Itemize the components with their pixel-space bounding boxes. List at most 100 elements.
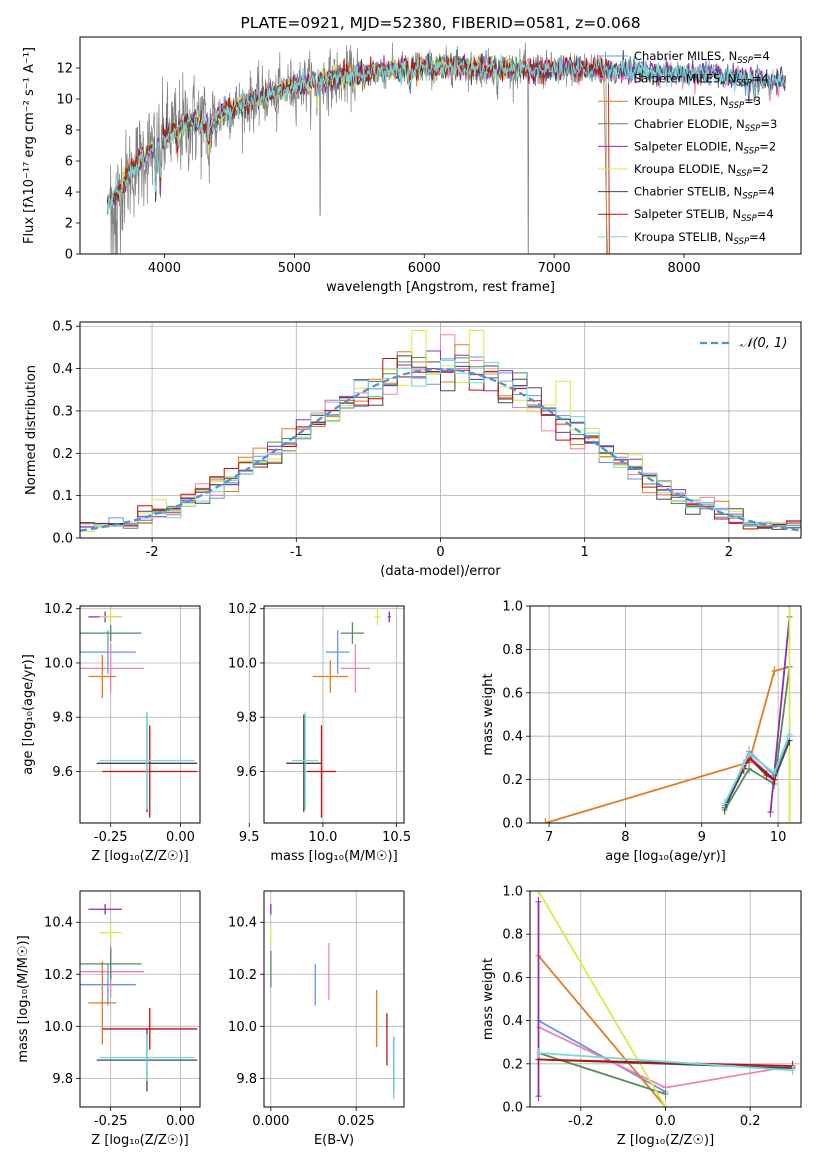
- histogram-chabrier-stelib: [80, 355, 801, 530]
- x-tick-label: 5000: [278, 261, 311, 276]
- errorbar-chabrier-miles: [325, 630, 350, 674]
- y-tick-label: 1.0: [502, 885, 523, 900]
- y-tick-label: 2: [65, 217, 73, 232]
- x-axis-label: Z [log₁₀(Z/Z☉)]: [617, 1133, 714, 1148]
- x-tick-label: -0.25: [94, 1114, 128, 1129]
- legend-label: 𝒩(0, 1): [740, 336, 787, 351]
- errorbar-chabrier-miles: [80, 630, 136, 674]
- y-tick-label: 0.0: [502, 817, 523, 832]
- x-tick-label: -1: [290, 545, 303, 560]
- errorbar-kroupa-elodie: [374, 608, 381, 625]
- y-tick-label: 10.0: [228, 1020, 257, 1035]
- x-tick-label: 2: [725, 545, 733, 560]
- mass-weight-vs-age-frame: [529, 605, 802, 824]
- errorbar-salpeter-stelib: [306, 725, 337, 818]
- weight-line: [538, 1058, 793, 1067]
- y-tick-label: 0.4: [502, 1014, 523, 1029]
- x-tick-label: 0.000: [252, 1114, 289, 1129]
- weight-series-kroupa-miles: [542, 661, 793, 823]
- residuals-axes: [76, 322, 801, 542]
- errorbar-salpeter-stelib: [102, 1008, 198, 1050]
- y-tick-label: 0.6: [502, 686, 523, 701]
- x-tick-label: 10: [770, 830, 787, 845]
- weight-series-kroupa-stelib: [721, 729, 793, 809]
- y-tick-label: 10.4: [44, 916, 73, 931]
- x-tick-label: 9: [698, 830, 706, 845]
- y-axis-label: mass [log₁₀(M/M☉)]: [16, 935, 31, 1062]
- y-tick-label: 0.0: [52, 532, 73, 547]
- y-axis-label: Normed distribution: [24, 365, 39, 495]
- age-vs-Z-axes: [76, 606, 200, 827]
- y-tick-label: 0.2: [52, 447, 73, 462]
- errorbar-kroupa-miles: [312, 660, 348, 693]
- errorbar-kroupa-miles: [88, 654, 117, 699]
- y-tick-label: 10.4: [228, 916, 257, 931]
- age-vs-Z-frame: [79, 605, 201, 824]
- spectrum-axes: [76, 67, 685, 258]
- x-axis-label: E(B-V): [314, 1133, 354, 1148]
- weight-line: [769, 616, 791, 813]
- y-tick-label: 8: [65, 124, 73, 139]
- errorbar-salpeter-miles: [340, 643, 371, 693]
- y-tick-label: 9.6: [236, 765, 257, 780]
- age-vs-mass-axes: [248, 606, 404, 827]
- legend-label: Salpeter STELIB, NSSP=4: [634, 207, 774, 224]
- x-tick-label: 0.00: [166, 1114, 195, 1129]
- y-tick-label: 0.2: [502, 1057, 523, 1072]
- errorbar-salpeter-elodie: [387, 611, 391, 623]
- y-tick-label: 6: [65, 155, 73, 170]
- weight-line: [538, 1052, 793, 1072]
- weight-line: [723, 666, 791, 811]
- legend-label: Salpeter ELODIE, NSSP=2: [634, 139, 776, 156]
- weight-series-kroupa-stelib: [535, 1048, 796, 1076]
- y-tick-label: 10.0: [44, 656, 73, 671]
- x-axis-label: Z [log₁₀(Z/Z☉)]: [91, 1133, 188, 1148]
- errorbar-chabrier-elodie: [340, 622, 365, 644]
- y-tick-label: 0.2: [502, 773, 523, 788]
- y-tick-label: 0.1: [52, 489, 73, 504]
- y-tick-label: 4: [65, 186, 73, 201]
- errorbar-salpeter-miles: [80, 643, 145, 693]
- x-axis-label: wavelength [Angstrom, rest frame]: [326, 280, 555, 295]
- y-tick-label: 0: [65, 248, 73, 263]
- y-axis-label: Flux [fλ10⁻¹⁷ erg cm⁻² s⁻¹ A⁻¹]: [22, 47, 37, 244]
- x-tick-label: -0.2: [568, 1114, 593, 1129]
- x-tick-label: 4000: [148, 261, 181, 276]
- y-tick-label: 0.5: [52, 320, 73, 335]
- x-tick-label: 0.025: [338, 1114, 375, 1129]
- mass-vs-Z-frame: [79, 890, 201, 1108]
- y-tick-label: 9.8: [236, 711, 257, 726]
- y-tick-label: 0.8: [502, 643, 523, 658]
- errorbar-chabrier-stelib: [286, 714, 322, 813]
- errorbar-kroupa-stelib: [99, 1034, 195, 1081]
- chart-title: PLATE=0921, MJD=52380, FIBERID=0581, z=0…: [240, 14, 640, 32]
- mass-vs-EBV-axes: [260, 891, 404, 1111]
- normal-curve: [79, 367, 802, 532]
- legend-label: Chabrier STELIB, NSSP=4: [634, 185, 775, 202]
- x-tick-label: 0.2: [740, 1114, 761, 1129]
- x-tick-label: 10.5: [382, 830, 411, 845]
- weight-line: [545, 665, 790, 823]
- legend-label: Salpeter MILES, NSSP=4: [634, 72, 769, 89]
- errorbar-salpeter-elodie: [88, 904, 122, 915]
- x-axis-label: age [log₁₀(age/yr)]: [605, 849, 726, 864]
- y-tick-label: 0.4: [502, 730, 523, 745]
- y-axis-label: age [log₁₀(age/yr)]: [21, 654, 36, 775]
- x-tick-label: 1: [581, 545, 589, 560]
- y-tick-label: 9.8: [236, 1072, 257, 1087]
- mass-vs-Z-axes: [76, 891, 200, 1111]
- x-tick-label: 0: [436, 545, 444, 560]
- x-axis-label: (data-model)/error: [380, 564, 501, 579]
- x-tick-label: 0.00: [166, 830, 195, 845]
- weight-line: [537, 891, 667, 1107]
- errorbar-kroupa-elodie: [99, 924, 122, 941]
- y-tick-label: 10: [56, 93, 73, 108]
- legend-label: Chabrier MILES, NSSP=4: [634, 49, 770, 66]
- x-tick-label: 8: [621, 830, 629, 845]
- x-tick-label: 0.0: [655, 1114, 676, 1129]
- weight-series-kroupa-elodie: [535, 891, 669, 1107]
- mass-weight-vs-Z-frame: [529, 890, 802, 1108]
- y-tick-label: 0.4: [52, 362, 73, 377]
- x-tick-label: 10.0: [308, 830, 337, 845]
